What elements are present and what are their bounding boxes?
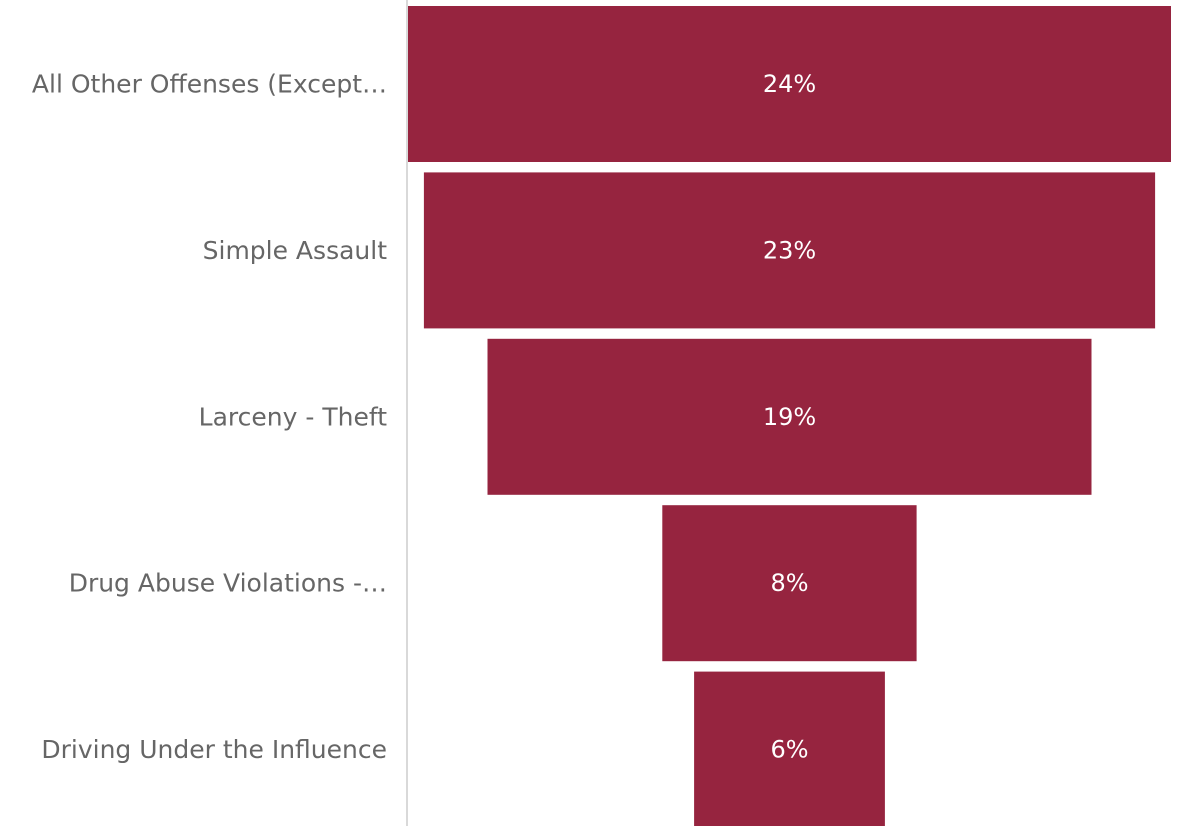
category-label: Larceny - Theft [199, 402, 388, 431]
value-labels: 24% 23% 19% 8% 6% [763, 70, 816, 764]
value-label: 24% [763, 70, 816, 98]
category-labels: All Other Offenses (Except… Simple Assaul… [32, 70, 387, 765]
funnel-bars [408, 6, 1171, 826]
funnel-bar [408, 6, 1171, 162]
category-label: Simple Assault [203, 236, 388, 265]
funnel-bar [662, 505, 917, 662]
value-label: 8% [770, 569, 808, 597]
value-label: 19% [763, 403, 816, 431]
funnel-bar [423, 172, 1156, 329]
funnel-bar [487, 338, 1092, 495]
category-label: Driving Under the Influence [41, 735, 387, 764]
value-label: 6% [770, 736, 808, 764]
category-label: All Other Offenses (Except… [32, 70, 387, 99]
category-label: Drug Abuse Violations -… [69, 569, 387, 598]
funnel-bar [694, 671, 885, 826]
value-label: 23% [763, 236, 816, 264]
